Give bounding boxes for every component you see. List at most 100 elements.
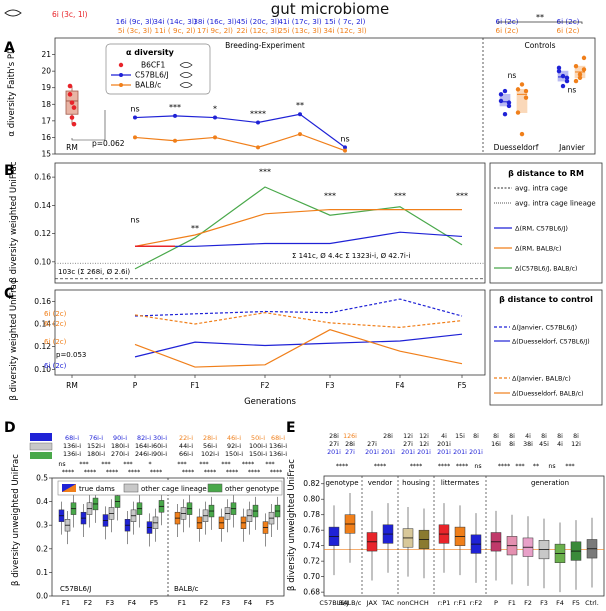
duss-balb-point bbox=[519, 131, 525, 137]
c-xtick-label: F2 bbox=[260, 381, 269, 390]
legend-c57-label: C57BL6/J bbox=[135, 71, 169, 80]
d-count-3: 270i-i bbox=[111, 450, 129, 458]
duss-balb-point bbox=[523, 88, 529, 94]
e-count-c: 201i bbox=[469, 449, 483, 456]
ytick-label: 0.4 bbox=[36, 497, 48, 506]
panel-c-xlabel: Generations bbox=[244, 397, 296, 407]
duss-c57-point bbox=[498, 98, 504, 104]
panel-d-ylabel: β diversity unweighted UniFrac bbox=[11, 454, 21, 586]
ytick-label: 0.74 bbox=[303, 541, 320, 550]
e-xtick-label: P bbox=[494, 599, 498, 607]
b-sig-label: *** bbox=[394, 191, 406, 200]
e-xtick-label: C57BL6/J bbox=[319, 599, 348, 607]
e-group-label: littermates bbox=[441, 479, 480, 487]
panel-letter-a: A bbox=[4, 40, 15, 56]
panel-b-frame bbox=[54, 162, 486, 284]
legend-d-other-genotype: other genotype bbox=[225, 485, 279, 493]
legend-balb-marker bbox=[119, 83, 123, 87]
panel-e-yticks: 0.68 0.70 0.72 0.74 0.76 0.78 0.80 0.82 bbox=[303, 479, 324, 597]
panel-a: A α diversity Faith's PD 15161718192021 … bbox=[4, 9, 596, 159]
e-count-c: 201i bbox=[417, 449, 431, 456]
panel-letter-b: B bbox=[4, 163, 15, 179]
e-xtick-label: r:P1 bbox=[438, 599, 451, 607]
legend-c-duss-c57-label: Δ(Duesseldorf, C57BL6/J) bbox=[512, 339, 590, 346]
d-sig-row-2: **** bbox=[128, 469, 140, 476]
c-xtick-label: F5 bbox=[457, 381, 466, 390]
e-group-label: vendor bbox=[368, 479, 393, 487]
e-sig-label: *** bbox=[515, 463, 524, 470]
d-sig-row-2: **** bbox=[62, 469, 74, 476]
e-xtick-label: F4 bbox=[556, 599, 564, 607]
legend-c-duss-balb-label: Δ(Duesseldorf, BALB/c) bbox=[512, 391, 584, 398]
balb-point bbox=[133, 135, 137, 140]
d-count-1: 22i-i bbox=[179, 434, 193, 442]
d-sig-row-2: **** bbox=[84, 469, 96, 476]
d-sig-row-2: **** bbox=[248, 469, 260, 476]
panel-d-group-c57: C57BL6/J bbox=[60, 585, 91, 593]
duss-c57-point bbox=[498, 92, 504, 97]
a-sig-label: ns bbox=[130, 105, 139, 114]
balb-point bbox=[256, 145, 260, 150]
c-xtick-label: P bbox=[133, 381, 138, 390]
panel-b-legend-title: β distance to RM bbox=[508, 169, 584, 178]
e-sig-label: **** bbox=[336, 463, 348, 470]
panel-a-legend: α diversity B6CF1 C57BL6/J BALB/c bbox=[105, 43, 211, 95]
d-row-icon-3 bbox=[30, 452, 52, 459]
panel-d: D β diversity unweighted UniFrac 0.00.10… bbox=[4, 420, 287, 607]
d-count-2: 56i-i bbox=[203, 442, 217, 450]
c57-point bbox=[173, 113, 177, 118]
panel-a-ylabel: α diversity Faith's PD bbox=[7, 47, 17, 137]
d-xtick-label: F2 bbox=[84, 599, 92, 607]
e-count-a: 8i bbox=[473, 433, 479, 440]
d-count-2: 44i-i bbox=[179, 442, 193, 450]
d-count-3: 102i-i bbox=[201, 450, 219, 458]
e-count-a: 4i bbox=[525, 433, 531, 440]
jan-balb-point bbox=[577, 72, 583, 77]
e-count-b: 27i bbox=[329, 441, 339, 448]
ytick-label: 0.12 bbox=[34, 342, 51, 351]
d-count-1: 82i-i bbox=[137, 434, 151, 442]
e-xtick-label: F1 bbox=[508, 599, 516, 607]
legend-b-balb-label: Δ(RM, BALB/c) bbox=[515, 245, 562, 253]
ytick-label: 0.10 bbox=[34, 257, 51, 266]
panel-b-note-right: Σ 141c, Ø 4.4c Σ 1323i-i, Ø 42.7i-i bbox=[292, 252, 410, 260]
e-count-c: 201i bbox=[453, 449, 467, 456]
panel-a-section-controls: Controls bbox=[524, 41, 555, 50]
e-count-a: 28i bbox=[329, 433, 339, 440]
legend-mouse-icon bbox=[179, 62, 193, 88]
ytick-label: 0.80 bbox=[303, 495, 320, 504]
rm-point bbox=[69, 115, 75, 120]
panel-e: E β diversity unweighted UniFrac 0.68 0.7… bbox=[286, 420, 605, 607]
legend-d-true-dams: true dams bbox=[79, 485, 115, 493]
panel-a-ctrl-label-1: Duesseldorf bbox=[494, 143, 539, 152]
e-xtick-label: r:F2 bbox=[470, 599, 483, 607]
ytick-label: 0.68 bbox=[303, 588, 320, 597]
a-sig-label: * bbox=[213, 105, 217, 114]
d-sig-row-1: * bbox=[148, 461, 151, 468]
panel-letter-c: C bbox=[4, 286, 14, 302]
legend-b6cf1-marker bbox=[118, 62, 124, 68]
a-count-c57: 34i (14c, 3l) bbox=[153, 17, 196, 26]
jan-c57-point bbox=[556, 68, 562, 74]
panel-a-counts: 6i (3c, 1l)16i (9c, 3l)5i (3c, 3l)34i (1… bbox=[52, 10, 580, 35]
panel-c-count-jan-c57: 6i (2c) bbox=[44, 338, 67, 346]
d-count-3: 136i-i bbox=[63, 450, 81, 458]
jan-balb-point bbox=[577, 75, 583, 80]
e-count-b: 45i bbox=[539, 441, 549, 448]
duss-balb-box bbox=[516, 89, 528, 113]
e-count-a: 15i bbox=[455, 433, 465, 440]
e-count-b: 201i bbox=[437, 441, 451, 448]
a-sig-label: **** bbox=[250, 110, 266, 119]
e-count-a: 4i bbox=[441, 433, 447, 440]
d-count-3: 246i-i bbox=[135, 450, 153, 458]
panel-d-yticks: 0.0 0.1 0.2 0.3 0.4 0.5 bbox=[36, 474, 52, 601]
panel-c-marks bbox=[134, 298, 463, 368]
e-count-b: 38i bbox=[523, 441, 533, 448]
balb-point bbox=[173, 138, 177, 143]
duss-balb-point bbox=[523, 95, 529, 100]
duss-balb-point bbox=[515, 87, 521, 92]
rm-point bbox=[67, 92, 73, 97]
d-count-1: 46i-i bbox=[227, 434, 241, 442]
e-xtick-label: F5 bbox=[572, 599, 580, 607]
d-sig-row-1: *** bbox=[199, 461, 208, 468]
